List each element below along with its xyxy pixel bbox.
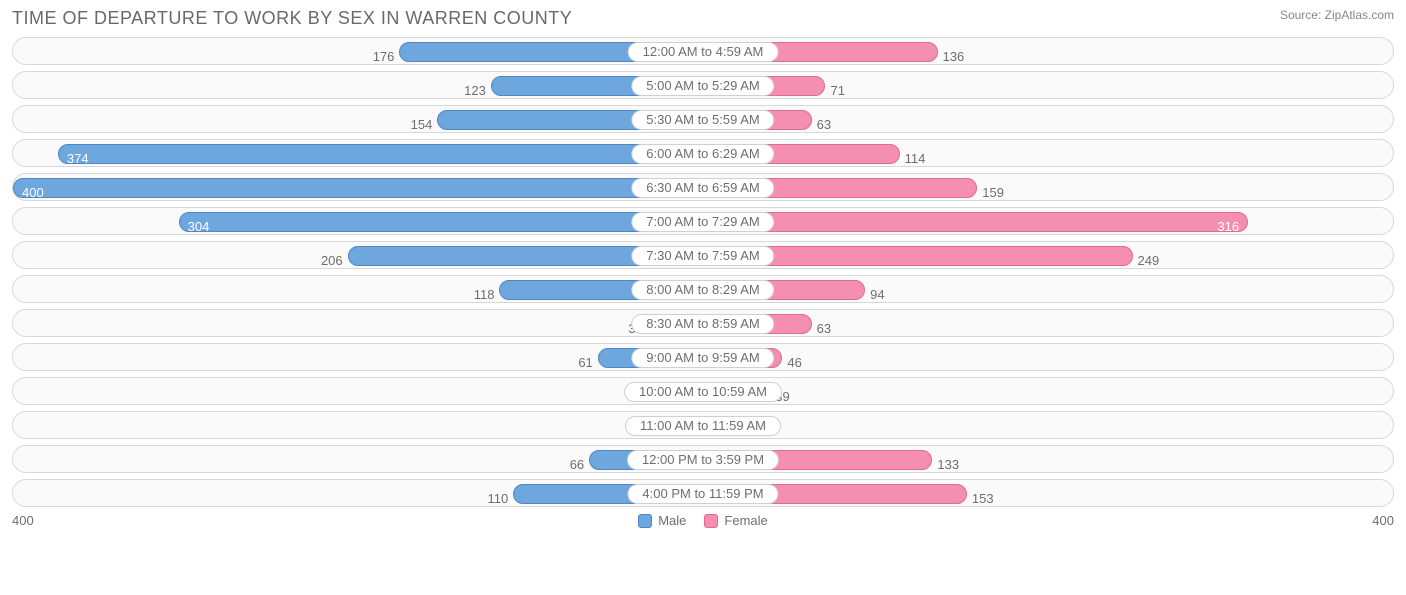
diverging-bar-chart: 17613612:00 AM to 4:59 AM123715:00 AM to… (12, 37, 1394, 507)
female-value-label: 63 (811, 111, 831, 139)
chart-row: 118948:00 AM to 8:29 AM (12, 275, 1394, 303)
male-value-label: 304 (188, 213, 210, 241)
category-label: 5:00 AM to 5:29 AM (631, 76, 774, 96)
female-value-label: 63 (811, 315, 831, 343)
chart-row: 313910:00 AM to 10:59 AM (12, 377, 1394, 405)
chart-row: 4001596:30 AM to 6:59 AM (12, 173, 1394, 201)
male-value-label: 61 (578, 349, 598, 377)
female-value-label: 94 (864, 281, 884, 309)
male-value-label: 154 (411, 111, 439, 139)
category-label: 8:00 AM to 8:29 AM (631, 280, 774, 300)
legend-swatch-male (638, 514, 652, 528)
chart-row: 32638:30 AM to 8:59 AM (12, 309, 1394, 337)
male-value-label: 110 (488, 485, 515, 513)
chart-row: 2062497:30 AM to 7:59 AM (12, 241, 1394, 269)
chart-row: 1101534:00 PM to 11:59 PM (12, 479, 1394, 507)
chart-row: 17613612:00 AM to 4:59 AM (12, 37, 1394, 65)
female-value-label: 71 (824, 77, 844, 105)
male-value-label: 206 (321, 247, 349, 275)
male-bar: 400 (13, 178, 703, 198)
category-label: 10:00 AM to 10:59 AM (624, 382, 782, 402)
chart-title: TIME OF DEPARTURE TO WORK BY SEX IN WARR… (12, 8, 572, 29)
axis-max-left: 400 (12, 513, 34, 528)
female-value-label: 133 (931, 451, 959, 479)
legend-item-male: Male (638, 513, 686, 528)
female-bar: 316 (703, 212, 1248, 232)
female-value-label: 46 (781, 349, 801, 377)
chart-source: Source: ZipAtlas.com (1280, 8, 1394, 22)
male-value-label: 118 (474, 281, 501, 309)
chart-header: TIME OF DEPARTURE TO WORK BY SEX IN WARR… (12, 8, 1394, 29)
category-label: 6:00 AM to 6:29 AM (631, 144, 774, 164)
chart-row: 61469:00 AM to 9:59 AM (12, 343, 1394, 371)
category-label: 7:00 AM to 7:29 AM (631, 212, 774, 232)
male-bar: 304 (179, 212, 703, 232)
chart-footer: 400 Male Female 400 (12, 513, 1394, 528)
chart-row: 6613312:00 PM to 3:59 PM (12, 445, 1394, 473)
legend-item-female: Female (704, 513, 767, 528)
category-label: 7:30 AM to 7:59 AM (631, 246, 774, 266)
category-label: 6:30 AM to 6:59 AM (631, 178, 774, 198)
legend-swatch-female (704, 514, 718, 528)
chart-row: 154635:30 AM to 5:59 AM (12, 105, 1394, 133)
female-value-label: 249 (1132, 247, 1160, 275)
female-value-label: 114 (899, 145, 926, 173)
male-value-label: 66 (570, 451, 590, 479)
category-label: 4:00 PM to 11:59 PM (627, 484, 778, 504)
female-value-label: 153 (966, 485, 994, 513)
male-value-label: 176 (373, 43, 401, 71)
axis-max-right: 400 (1372, 513, 1394, 528)
chart-row: 123715:00 AM to 5:29 AM (12, 71, 1394, 99)
category-label: 12:00 PM to 3:59 PM (627, 450, 779, 470)
female-value-label: 316 (1217, 213, 1239, 241)
female-value-label: 159 (976, 179, 1004, 207)
category-label: 9:00 AM to 9:59 AM (631, 348, 774, 368)
male-value-label: 400 (22, 179, 44, 207)
legend-label-female: Female (724, 513, 767, 528)
category-label: 12:00 AM to 4:59 AM (628, 42, 779, 62)
category-label: 11:00 AM to 11:59 AM (625, 416, 781, 436)
male-value-label: 123 (464, 77, 492, 105)
category-label: 5:30 AM to 5:59 AM (631, 110, 774, 130)
chart-row: 3741146:00 AM to 6:29 AM (12, 139, 1394, 167)
male-bar: 374 (58, 144, 703, 164)
female-value-label: 136 (937, 43, 965, 71)
chart-row: 3043167:00 AM to 7:29 AM (12, 207, 1394, 235)
chart-row: 4211:00 AM to 11:59 AM (12, 411, 1394, 439)
male-value-label: 374 (67, 145, 89, 173)
category-label: 8:30 AM to 8:59 AM (631, 314, 774, 334)
chart-legend: Male Female (34, 513, 1373, 528)
legend-label-male: Male (658, 513, 686, 528)
